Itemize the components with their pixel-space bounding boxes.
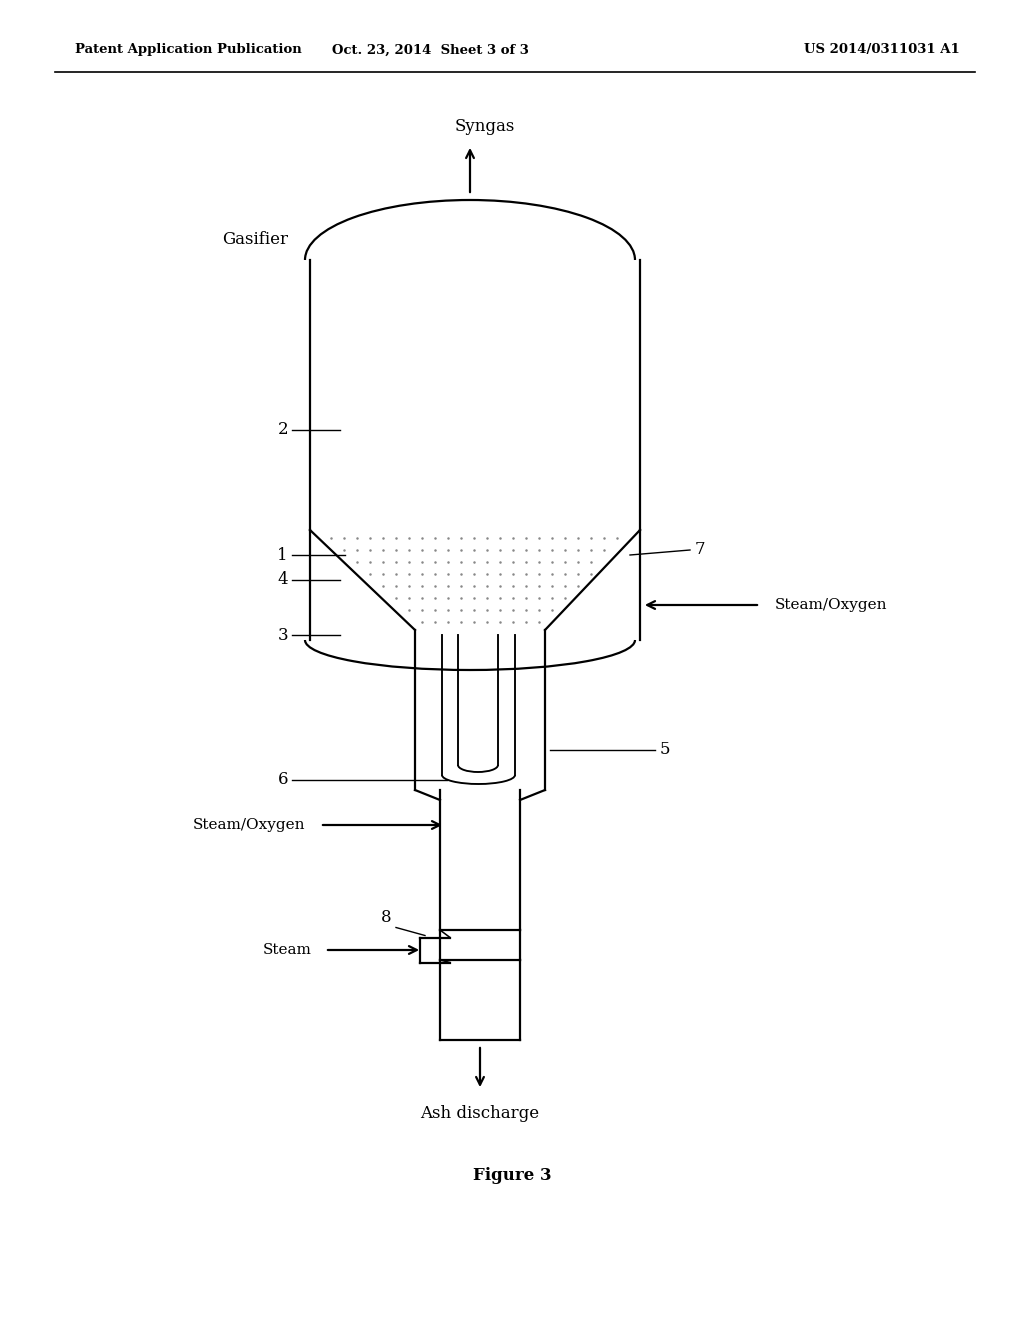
Text: Oct. 23, 2014  Sheet 3 of 3: Oct. 23, 2014 Sheet 3 of 3 bbox=[332, 44, 528, 57]
Text: US 2014/0311031 A1: US 2014/0311031 A1 bbox=[804, 44, 961, 57]
Text: Patent Application Publication: Patent Application Publication bbox=[75, 44, 302, 57]
Text: 8: 8 bbox=[381, 908, 392, 925]
Text: Gasifier: Gasifier bbox=[222, 231, 288, 248]
Text: Steam: Steam bbox=[263, 942, 312, 957]
Text: 3: 3 bbox=[278, 627, 288, 644]
Text: 1: 1 bbox=[278, 546, 288, 564]
Text: Syngas: Syngas bbox=[455, 117, 515, 135]
Text: Steam/Oxygen: Steam/Oxygen bbox=[775, 598, 888, 612]
Text: 2: 2 bbox=[278, 421, 288, 438]
Text: Ash discharge: Ash discharge bbox=[421, 1105, 540, 1122]
Text: 6: 6 bbox=[278, 771, 288, 788]
Text: 5: 5 bbox=[660, 742, 671, 759]
Text: 7: 7 bbox=[695, 541, 706, 558]
Text: Figure 3: Figure 3 bbox=[473, 1167, 551, 1184]
Text: Steam/Oxygen: Steam/Oxygen bbox=[193, 818, 305, 832]
Text: 4: 4 bbox=[278, 572, 288, 589]
